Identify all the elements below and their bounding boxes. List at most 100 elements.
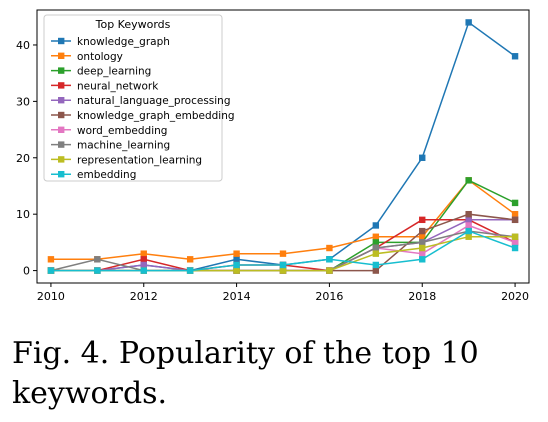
- data-point: [94, 267, 101, 274]
- x-tick-label: 2014: [223, 290, 251, 303]
- legend-swatch-marker: [58, 111, 65, 119]
- data-point: [233, 250, 240, 257]
- y-tick-label: 30: [16, 95, 30, 108]
- data-point: [140, 267, 147, 274]
- data-point: [186, 256, 194, 263]
- x-axis: 2010 2012 2014 2016 2018 2020: [37, 283, 529, 303]
- data-point: [372, 261, 380, 269]
- y-tick-label: 40: [16, 39, 30, 52]
- data-point: [140, 261, 147, 269]
- data-point: [279, 250, 287, 257]
- y-axis: 0 10 20 30 40: [16, 39, 37, 278]
- data-point: [419, 216, 426, 224]
- data-point: [419, 256, 426, 263]
- data-point: [465, 19, 472, 26]
- legend-swatch-marker: [58, 97, 65, 104]
- data-point: [372, 267, 380, 274]
- legend-item: word_embedding: [51, 125, 167, 137]
- legend-swatch-marker: [58, 82, 65, 89]
- x-tick-label: 2018: [408, 290, 436, 303]
- legend-label: word_embedding: [77, 125, 167, 137]
- series-embedding: [47, 227, 519, 274]
- data-point: [326, 267, 333, 274]
- legend-swatch-marker: [58, 126, 65, 133]
- data-point: [511, 233, 519, 240]
- data-point: [419, 239, 426, 246]
- legend-item: knowledge_graph: [51, 36, 170, 48]
- data-point: [419, 227, 426, 235]
- data-point: [465, 222, 472, 229]
- y-tick-label: 10: [16, 208, 30, 221]
- data-point: [233, 261, 240, 269]
- legend-item: representation_learning: [51, 154, 202, 166]
- data-point: [419, 233, 426, 240]
- legend-label: deep_learning: [77, 66, 151, 78]
- data-point: [140, 250, 147, 257]
- legend-item: natural_language_processing: [51, 95, 231, 107]
- data-point: [279, 267, 287, 274]
- x-tick-label: 2012: [130, 290, 158, 303]
- x-tick-label: 2010: [37, 290, 65, 303]
- data-point: [372, 222, 380, 229]
- legend-item: knowledge_graph_embedding: [51, 110, 235, 122]
- data-point: [372, 239, 380, 246]
- legend-label: embedding: [77, 169, 136, 181]
- legend-entries: knowledge_graph ontology deep_learningneur…: [51, 36, 235, 181]
- x-tick-label: 2020: [501, 290, 529, 303]
- data-point: [465, 177, 472, 184]
- data-point: [233, 256, 240, 263]
- data-point: [511, 199, 519, 207]
- legend-label: knowledge_graph_embedding: [77, 110, 235, 122]
- data-point: [465, 210, 472, 218]
- data-point: [372, 250, 380, 257]
- data-point: [372, 233, 380, 240]
- y-tick-label: 0: [23, 265, 30, 278]
- data-point: [372, 244, 380, 252]
- data-point: [326, 256, 333, 263]
- series-layer: [47, 19, 519, 274]
- legend-label: knowledge_graph: [77, 36, 170, 48]
- data-point: [140, 256, 147, 263]
- line-chart: 2010 2012 2014 2016 2018 2020 0 10 20 30 40 Top K…: [16, 9, 530, 303]
- data-point: [186, 267, 194, 274]
- legend: Top Keywords knowledge_graph ontology deep…: [43, 14, 235, 182]
- legend-label: natural_language_processing: [77, 95, 231, 107]
- data-point: [419, 250, 426, 257]
- legend-swatch-marker: [58, 171, 65, 178]
- data-point: [233, 267, 240, 274]
- legend-item: ontology: [51, 51, 123, 63]
- legend-item: embedding: [51, 169, 136, 181]
- legend-label: ontology: [77, 51, 123, 63]
- data-point: [279, 261, 287, 269]
- data-point: [465, 216, 472, 224]
- figure-caption: Fig. 4. Popularity of the top 10 keyword…: [12, 336, 479, 411]
- legend-label: representation_learning: [77, 154, 202, 166]
- data-point: [94, 256, 101, 263]
- legend-swatch-marker: [58, 67, 65, 74]
- data-point: [47, 267, 55, 274]
- data-point: [465, 227, 472, 235]
- data-point: [511, 210, 519, 218]
- data-point: [47, 256, 55, 263]
- legend-swatch-marker: [58, 156, 65, 163]
- legend-swatch-marker: [58, 52, 65, 59]
- data-point: [419, 244, 426, 252]
- data-point: [511, 239, 519, 246]
- legend-item: deep_learning: [51, 66, 151, 78]
- legend-title: Top Keywords: [95, 18, 171, 31]
- data-point: [511, 216, 519, 224]
- legend-label: neural_network: [77, 80, 159, 92]
- legend-item: machine_learning: [51, 140, 170, 152]
- data-point: [465, 233, 472, 240]
- legend-swatch-marker: [58, 141, 65, 148]
- data-point: [326, 244, 333, 252]
- data-point: [511, 244, 519, 252]
- legend-item: neural_network: [51, 80, 159, 92]
- legend-label: machine_learning: [77, 140, 170, 152]
- x-tick-label: 2016: [315, 290, 343, 303]
- data-point: [511, 53, 519, 60]
- legend-frame: [43, 14, 223, 182]
- y-tick-label: 20: [16, 152, 30, 165]
- data-point: [419, 154, 426, 161]
- legend-swatch-marker: [58, 37, 65, 45]
